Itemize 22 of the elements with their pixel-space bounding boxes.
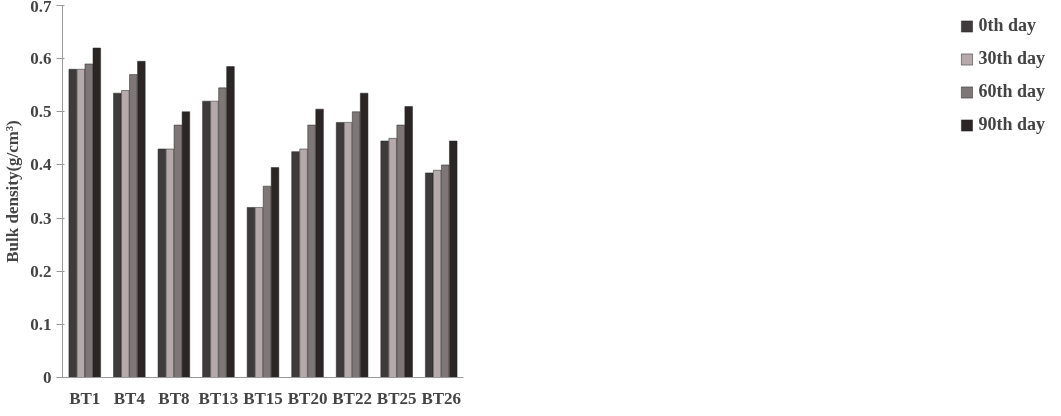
legend-label: 30th day [978,48,1045,69]
x-tick-label: BT13 [198,388,239,408]
y-tick-label: 0.4 [30,155,52,175]
x-tick-label: BT15 [243,388,283,408]
x-tick-label: BT20 [287,388,328,408]
y-tick-label: 0.3 [30,208,52,228]
legend-label: 0th day [978,15,1036,36]
y-tick-label: 0.5 [30,102,52,122]
y-tick-label: 0.1 [30,314,52,334]
x-tick-label: BT26 [421,388,462,408]
y-tick-label: 0.7 [30,0,52,16]
x-tick-label: BT8 [158,388,190,408]
legend-label: 60th day [978,81,1045,102]
legend-label: 90th day [978,114,1045,135]
x-tick-label: BT4 [113,388,146,408]
x-tick-label: BT1 [69,388,101,408]
y-tick-label: 0 [43,368,52,387]
y-tick-label: 0.6 [30,49,52,69]
x-tick-label: BT22 [332,388,372,408]
x-tick-label: BT25 [376,388,417,408]
y-axis-title: Bulk density(g/cm³) [3,120,23,263]
y-tick-label: 0.2 [30,261,52,281]
